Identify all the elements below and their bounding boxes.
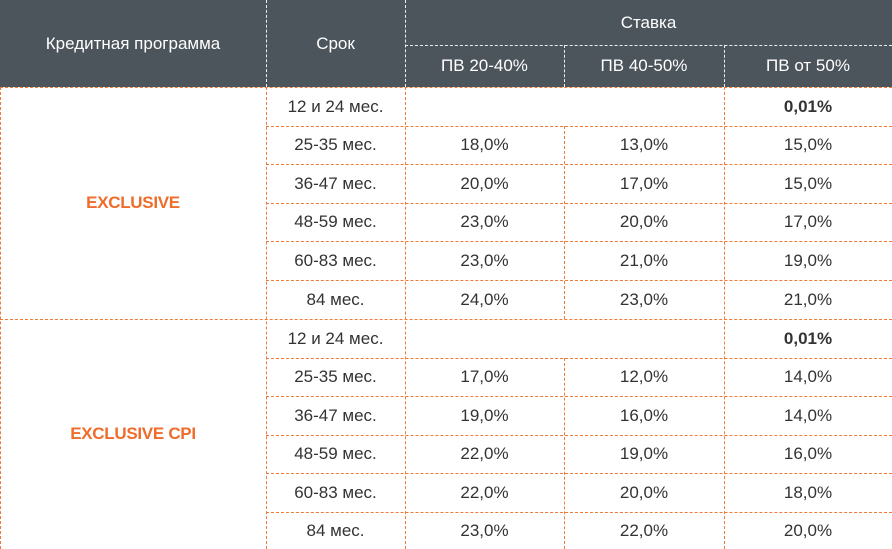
header-pv-20-40: ПВ 20-40% <box>405 45 564 87</box>
term-cell: 84 мес. <box>306 289 365 309</box>
term-cell: 36-47 мес. <box>294 173 377 193</box>
rate-cell: 17,0% <box>460 367 509 386</box>
rate-cell: 16,0% <box>783 444 833 463</box>
term-cell: 48-59 мес. <box>294 212 377 231</box>
rate-cell: 20,0% <box>619 212 669 231</box>
term-cell: 60-83 мес. <box>294 250 377 270</box>
rate-cell: 21,0% <box>783 289 833 309</box>
term-cell: 12 и 24 мес. <box>287 328 384 348</box>
rate-cell: 15,0% <box>783 135 833 154</box>
rate-cell: 23,0% <box>460 212 509 231</box>
term-cell: 36-47 мес. <box>294 405 377 425</box>
header-rate: Ставка <box>405 0 892 45</box>
term-cell: 60-83 мес. <box>294 482 377 502</box>
header-pv-40-50: ПВ 40-50% <box>564 45 724 87</box>
rate-cell: 20,0% <box>783 520 833 540</box>
rate-cell: 18,0% <box>783 482 833 502</box>
rate-cell: 16,0% <box>619 405 669 425</box>
rate-cell: 22,0% <box>460 482 509 502</box>
term-cell: 84 мес. <box>306 520 365 540</box>
rate-cell: 12,0% <box>619 367 669 386</box>
rate-cell: 23,0% <box>460 520 509 540</box>
program-exclusive: EXCLUSIVE <box>86 193 180 212</box>
rate-cell: 19,0% <box>619 444 669 463</box>
rate-cell: 14,0% <box>783 367 833 386</box>
rate-cell: 24,0% <box>460 289 509 309</box>
rate-cell: 22,0% <box>460 444 509 463</box>
program-exclusive-cpi: EXCLUSIVE CPI <box>70 424 196 443</box>
rate-cell: 0,01% <box>783 96 833 116</box>
rate-cell: 21,0% <box>619 250 669 270</box>
rate-cell: 18,0% <box>460 135 509 154</box>
header-program: Кредитная программа <box>0 0 266 87</box>
rate-cell: 22,0% <box>619 520 669 540</box>
term-cell: 25-35 мес. <box>294 135 377 154</box>
rate-cell: 17,0% <box>619 173 669 193</box>
rate-cell: 20,0% <box>460 173 509 193</box>
header-term: Срок <box>266 0 405 87</box>
term-cell: 48-59 мес. <box>294 444 377 463</box>
rate-cell: 15,0% <box>783 173 833 193</box>
rate-cell: 13,0% <box>619 135 669 154</box>
term-cell: 12 и 24 мес. <box>287 96 384 116</box>
rate-cell: 20,0% <box>619 482 669 502</box>
rate-cell: 0,01% <box>783 328 833 348</box>
term-cell: 25-35 мес. <box>294 367 377 386</box>
rate-cell: 23,0% <box>460 250 509 270</box>
header-pv-50: ПВ от 50% <box>724 45 892 87</box>
rate-cell: 23,0% <box>619 289 669 309</box>
rate-cell: 19,0% <box>783 250 833 270</box>
rate-cell: 14,0% <box>783 405 833 425</box>
rate-cell: 19,0% <box>460 405 509 425</box>
rate-cell: 17,0% <box>783 212 833 231</box>
